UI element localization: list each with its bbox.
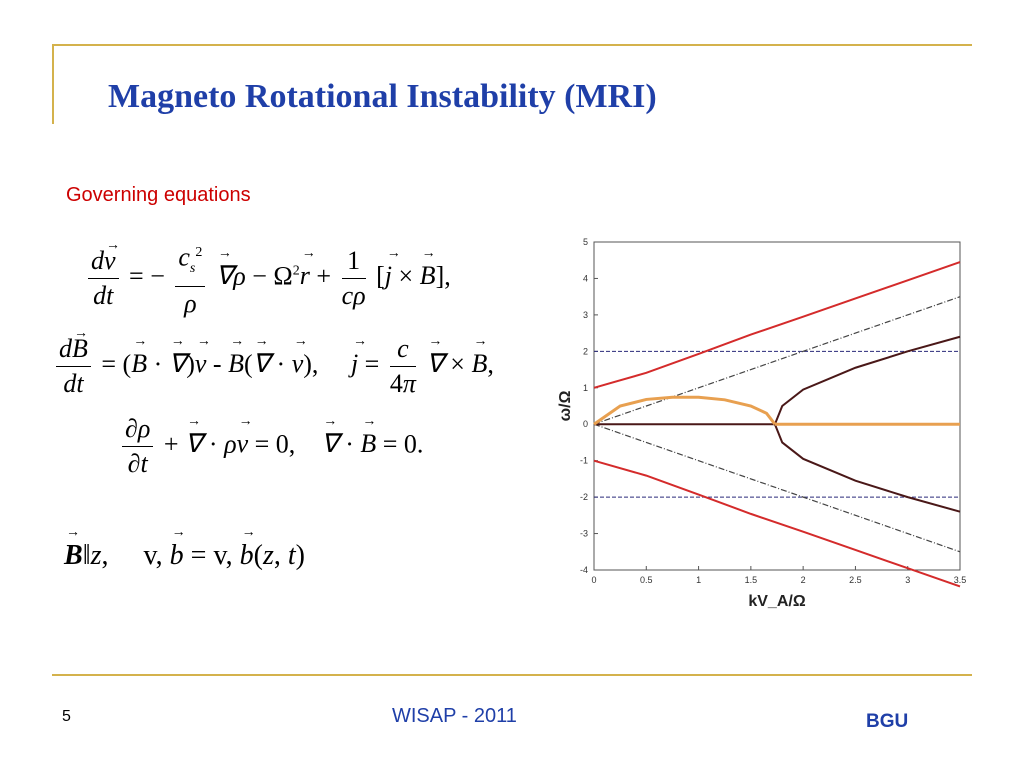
- x-axis-label: kV_A/Ω: [748, 593, 805, 610]
- left-rule: [52, 44, 54, 124]
- series-line-0: [593, 261, 961, 389]
- y-axis-label: ω/Ω: [557, 390, 574, 421]
- bottom-rule: [52, 674, 972, 676]
- equation-continuity: ∂ρ∂t + ∇ · ρv = 0, ∇ · B = 0.: [118, 412, 423, 481]
- y-tick-label: -2: [580, 492, 588, 502]
- series-line-2: [593, 296, 961, 425]
- x-tick-label: 1: [696, 575, 701, 585]
- y-tick-label: 2: [583, 346, 588, 356]
- x-tick-label: 2.5: [849, 575, 862, 585]
- slide-subtitle: Governing equations: [66, 184, 251, 206]
- dispersion-chart-svg: 0 0.5 1 1.5 2 2.5 3 3.5 -4 -3 -2 -1 0 1 2 3 4 5 kV_A/Ω ω/Ω: [557, 237, 967, 610]
- series-line-5: [773, 335, 961, 425]
- x-tick-label: 3.5: [954, 575, 967, 585]
- footer-conference: WISAP - 2011: [392, 705, 517, 727]
- top-rule: [52, 44, 972, 46]
- equation-induction: dBdt = (B · ∇)v - B(∇ · v), j = c4π ∇ × …: [52, 317, 494, 401]
- y-tick-label: -1: [580, 456, 588, 466]
- y-tick-label: 1: [583, 383, 588, 393]
- x-tick-label: 1.5: [745, 575, 758, 585]
- series-line-6: [773, 423, 961, 513]
- y-tick-label: 5: [583, 237, 588, 247]
- series-line-3: [593, 423, 961, 553]
- x-tick-label: 0: [591, 575, 596, 585]
- x-tick-label: 0.5: [640, 575, 653, 585]
- series-line-1: [593, 459, 961, 588]
- x-tick-label: 2: [801, 575, 806, 585]
- y-tick-label: 0: [583, 419, 588, 429]
- y-tick-label: 4: [583, 273, 588, 283]
- equation-field-geometry: B‖z, v, b = v, b(z, t): [64, 525, 305, 572]
- page-number: 5: [62, 708, 71, 725]
- plot-frame: [593, 241, 961, 571]
- x-tick-label: 3: [905, 575, 910, 585]
- y-tick-label: -3: [580, 529, 588, 539]
- series-line-7: [593, 395, 777, 426]
- bgu-logo: BGU: [866, 711, 909, 732]
- y-tick-label: -4: [580, 565, 588, 575]
- y-tick-label: 3: [583, 310, 588, 320]
- slide-title: Magneto Rotational Instability (MRI): [108, 78, 657, 115]
- dispersion-chart: 0 0.5 1 1.5 2 2.5 3 3.5 -4 -3 -2 -1 0 1 2 3 4 5 kV_A/Ω ω/Ω: [552, 236, 982, 616]
